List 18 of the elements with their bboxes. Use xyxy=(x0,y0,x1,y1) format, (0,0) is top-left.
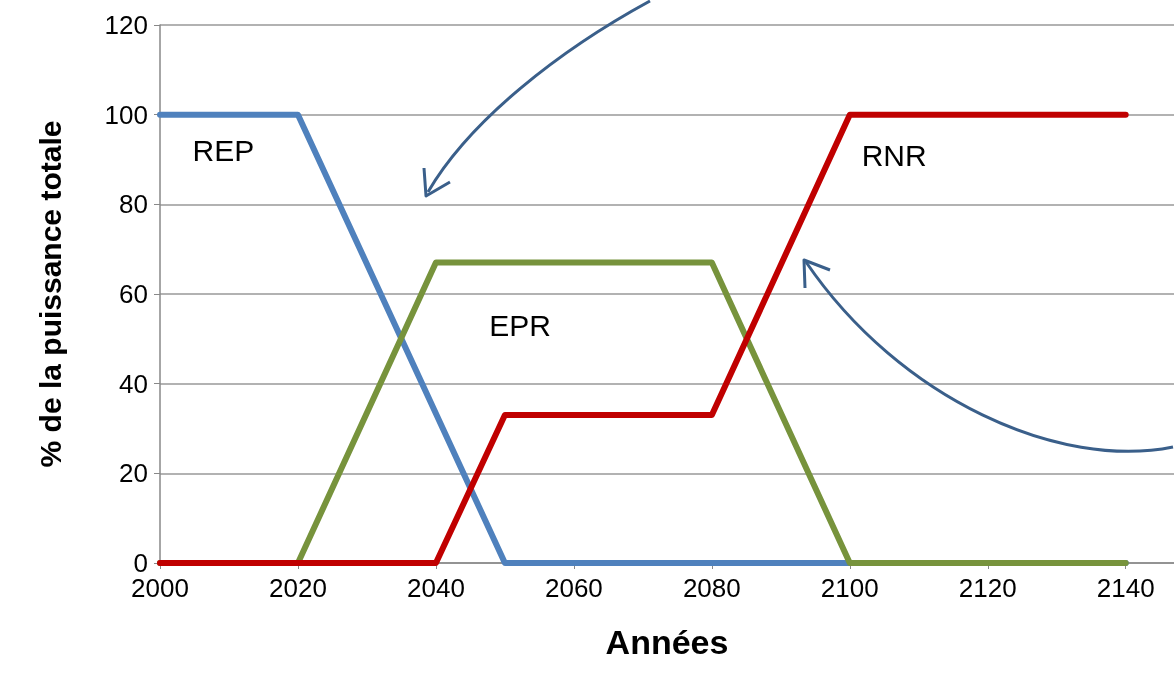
x-tick-label: 2060 xyxy=(544,573,603,603)
series-label: RNR xyxy=(861,138,927,172)
y-tick-label: 80 xyxy=(119,189,148,220)
series-label: EPR xyxy=(489,308,551,342)
x-tick-label: 2040 xyxy=(407,573,465,603)
y-tick-label: 100 xyxy=(104,99,148,130)
y-tick-label: 40 xyxy=(119,368,148,399)
x-axis-title: Années xyxy=(605,623,729,661)
y-tick-label: 20 xyxy=(119,458,148,489)
y-tick-label: 60 xyxy=(119,279,148,309)
x-tick-label: 2140 xyxy=(1096,573,1155,603)
series-label: REP xyxy=(192,134,255,168)
y-tick-label: 120 xyxy=(104,10,148,40)
y-axis-title: % de la puissance totale xyxy=(33,120,67,468)
x-tick-label: 2100 xyxy=(820,573,879,603)
x-tick-label: 2020 xyxy=(269,573,327,603)
x-tick-label: 2120 xyxy=(958,573,1017,603)
x-tick-label: 2080 xyxy=(682,573,741,603)
